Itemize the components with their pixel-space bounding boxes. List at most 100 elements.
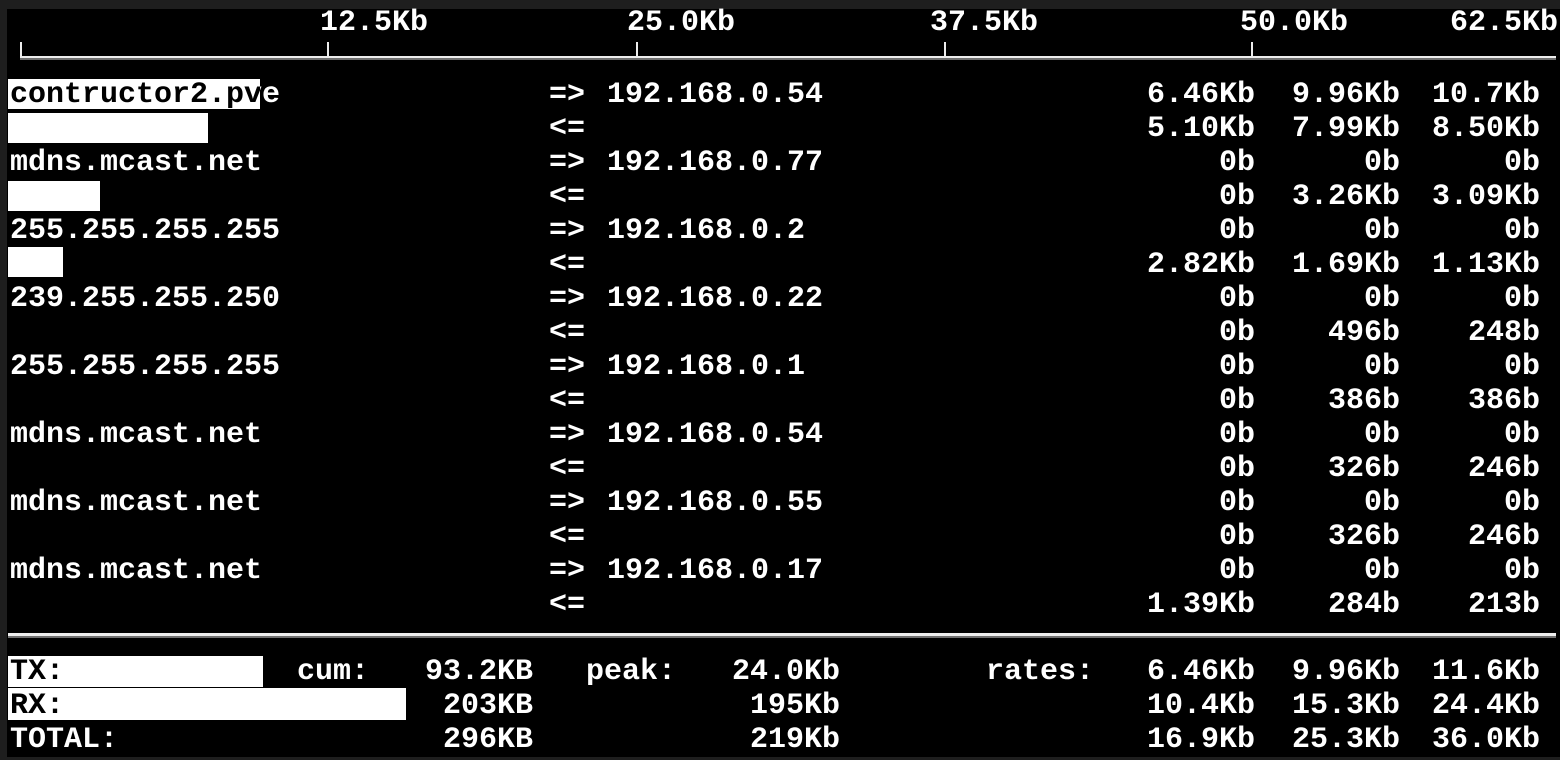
rate-10s: 326b bbox=[1327, 520, 1400, 554]
rx-arrow: <= bbox=[549, 316, 586, 350]
connection-tx-line: mdns.mcast.net => 192.168.0.17 0b 0b 0b bbox=[0, 554, 1560, 588]
rate-2s: 0b bbox=[1218, 146, 1255, 180]
source-host: 255.255.255.255 bbox=[10, 350, 281, 384]
cum-value: 203KB bbox=[442, 689, 533, 723]
connection-rx-line: <= 2.82Kb 1.69Kb 1.13Kb bbox=[0, 248, 1560, 282]
window-edge-top bbox=[0, 0, 1560, 9]
rate-40s: 36.0Kb bbox=[1431, 723, 1540, 757]
rate-10s: 1.69Kb bbox=[1291, 248, 1400, 282]
peer-host: 192.168.0.54 bbox=[607, 78, 824, 112]
rate-10s: 9.96Kb bbox=[1291, 655, 1400, 689]
rate-2s: 16.9Kb bbox=[1146, 723, 1255, 757]
rate-40s: 213b bbox=[1467, 588, 1540, 622]
rate-2s: 0b bbox=[1218, 214, 1255, 248]
rate-2s: 0b bbox=[1218, 520, 1255, 554]
rate-10s: 326b bbox=[1327, 452, 1400, 486]
peer-host: 192.168.0.22 bbox=[607, 282, 824, 316]
ruler-tick bbox=[944, 42, 946, 58]
rate-10s: 0b bbox=[1363, 554, 1400, 588]
rate-40s: 0b bbox=[1503, 146, 1540, 180]
rx-arrow: <= bbox=[549, 248, 586, 282]
source-host: contructor2.pve bbox=[10, 78, 281, 112]
scale-label: 50.0Kb bbox=[1240, 6, 1349, 40]
peer-host: 192.168.0.1 bbox=[607, 350, 806, 384]
peak-value: 219Kb bbox=[749, 723, 840, 757]
cum-value: 93.2KB bbox=[424, 655, 533, 689]
connection-tx-line: 255.255.255.255 => 192.168.0.1 0b 0b 0b bbox=[0, 350, 1560, 384]
summary-label: TX: bbox=[10, 655, 65, 689]
peak-value: 195Kb bbox=[749, 689, 840, 723]
source-host: mdns.mcast.net bbox=[10, 554, 263, 588]
source-host: 255.255.255.255 bbox=[10, 214, 281, 248]
rate-2s: 0b bbox=[1218, 418, 1255, 452]
rx-arrow: <= bbox=[549, 588, 586, 622]
connection-rx-line: <= 0b 3.26Kb 3.09Kb bbox=[0, 180, 1560, 214]
connection-rx-line: <= 0b 386b 386b bbox=[0, 384, 1560, 418]
ruler-tick bbox=[327, 42, 329, 58]
peer-host: 192.168.0.77 bbox=[607, 146, 824, 180]
connection-rx-line: <= 1.39Kb 284b 213b bbox=[0, 588, 1560, 622]
rate-40s: 0b bbox=[1503, 282, 1540, 316]
summary-total-row: TOTAL: 296KB 219Kb 16.9Kb 25.3Kb 36.0Kb bbox=[0, 723, 1560, 757]
connection-rx-line: <= 0b 326b 246b bbox=[0, 452, 1560, 486]
tx-arrow: => bbox=[549, 418, 586, 452]
summary-divider-shadow bbox=[8, 636, 1556, 638]
rate-10s: 25.3Kb bbox=[1291, 723, 1400, 757]
source-host: 239.255.255.250 bbox=[10, 282, 281, 316]
rates-label: rates: bbox=[986, 655, 1095, 689]
summary-rx-row: RX: 203KB 195Kb 10.4Kb 15.3Kb 24.4Kb bbox=[0, 689, 1560, 723]
traffic-bar bbox=[8, 656, 263, 687]
tx-arrow: => bbox=[549, 78, 586, 112]
rate-2s: 1.39Kb bbox=[1146, 588, 1255, 622]
rate-40s: 0b bbox=[1503, 350, 1540, 384]
window-edge-left bbox=[0, 0, 7, 760]
rate-2s: 0b bbox=[1218, 452, 1255, 486]
rate-2s: 6.46Kb bbox=[1146, 655, 1255, 689]
rate-40s: 0b bbox=[1503, 554, 1540, 588]
scale-label: 25.0Kb bbox=[627, 6, 736, 40]
peer-host: 192.168.0.17 bbox=[607, 554, 824, 588]
rate-40s: 1.13Kb bbox=[1431, 248, 1540, 282]
rate-2s: 0b bbox=[1218, 486, 1255, 520]
ruler-tick bbox=[636, 42, 638, 58]
connection-tx-line: mdns.mcast.net => 192.168.0.55 0b 0b 0b bbox=[0, 486, 1560, 520]
peak-value: 24.0Kb bbox=[731, 655, 840, 689]
ruler-tick bbox=[20, 42, 22, 58]
rate-10s: 0b bbox=[1363, 146, 1400, 180]
scale-label: 62.5Kb bbox=[1450, 6, 1559, 40]
rate-40s: 8.50Kb bbox=[1431, 112, 1540, 146]
source-host: mdns.mcast.net bbox=[10, 486, 263, 520]
rate-40s: 3.09Kb bbox=[1431, 180, 1540, 214]
rate-2s: 10.4Kb bbox=[1146, 689, 1255, 723]
summary-label: TOTAL: bbox=[10, 723, 119, 757]
traffic-bar bbox=[8, 113, 208, 143]
rate-10s: 0b bbox=[1363, 282, 1400, 316]
rate-40s: 246b bbox=[1467, 452, 1540, 486]
connection-tx-line: contructor2.pve => 192.168.0.54 6.46Kb 9… bbox=[0, 78, 1560, 112]
rate-2s: 0b bbox=[1218, 180, 1255, 214]
rate-2s: 2.82Kb bbox=[1146, 248, 1255, 282]
rate-10s: 284b bbox=[1327, 588, 1400, 622]
rate-40s: 10.7Kb bbox=[1431, 78, 1540, 112]
rate-10s: 496b bbox=[1327, 316, 1400, 350]
rate-40s: 386b bbox=[1467, 384, 1540, 418]
rate-10s: 7.99Kb bbox=[1291, 112, 1400, 146]
ruler-tick bbox=[1251, 42, 1253, 58]
rate-2s: 0b bbox=[1218, 350, 1255, 384]
rate-40s: 0b bbox=[1503, 214, 1540, 248]
cum-value: 296KB bbox=[442, 723, 533, 757]
rx-arrow: <= bbox=[549, 112, 586, 146]
peer-host: 192.168.0.54 bbox=[607, 418, 824, 452]
rate-10s: 15.3Kb bbox=[1291, 689, 1400, 723]
traffic-bar bbox=[8, 247, 63, 277]
rate-40s: 246b bbox=[1467, 520, 1540, 554]
rate-40s: 0b bbox=[1503, 486, 1540, 520]
tx-arrow: => bbox=[549, 554, 586, 588]
rx-arrow: <= bbox=[549, 384, 586, 418]
scale-ruler-shadow bbox=[20, 58, 1556, 60]
traffic-bar bbox=[8, 181, 100, 211]
traffic-bar bbox=[8, 688, 406, 720]
peer-host: 192.168.0.2 bbox=[607, 214, 806, 248]
tx-arrow: => bbox=[549, 486, 586, 520]
rate-10s: 0b bbox=[1363, 350, 1400, 384]
